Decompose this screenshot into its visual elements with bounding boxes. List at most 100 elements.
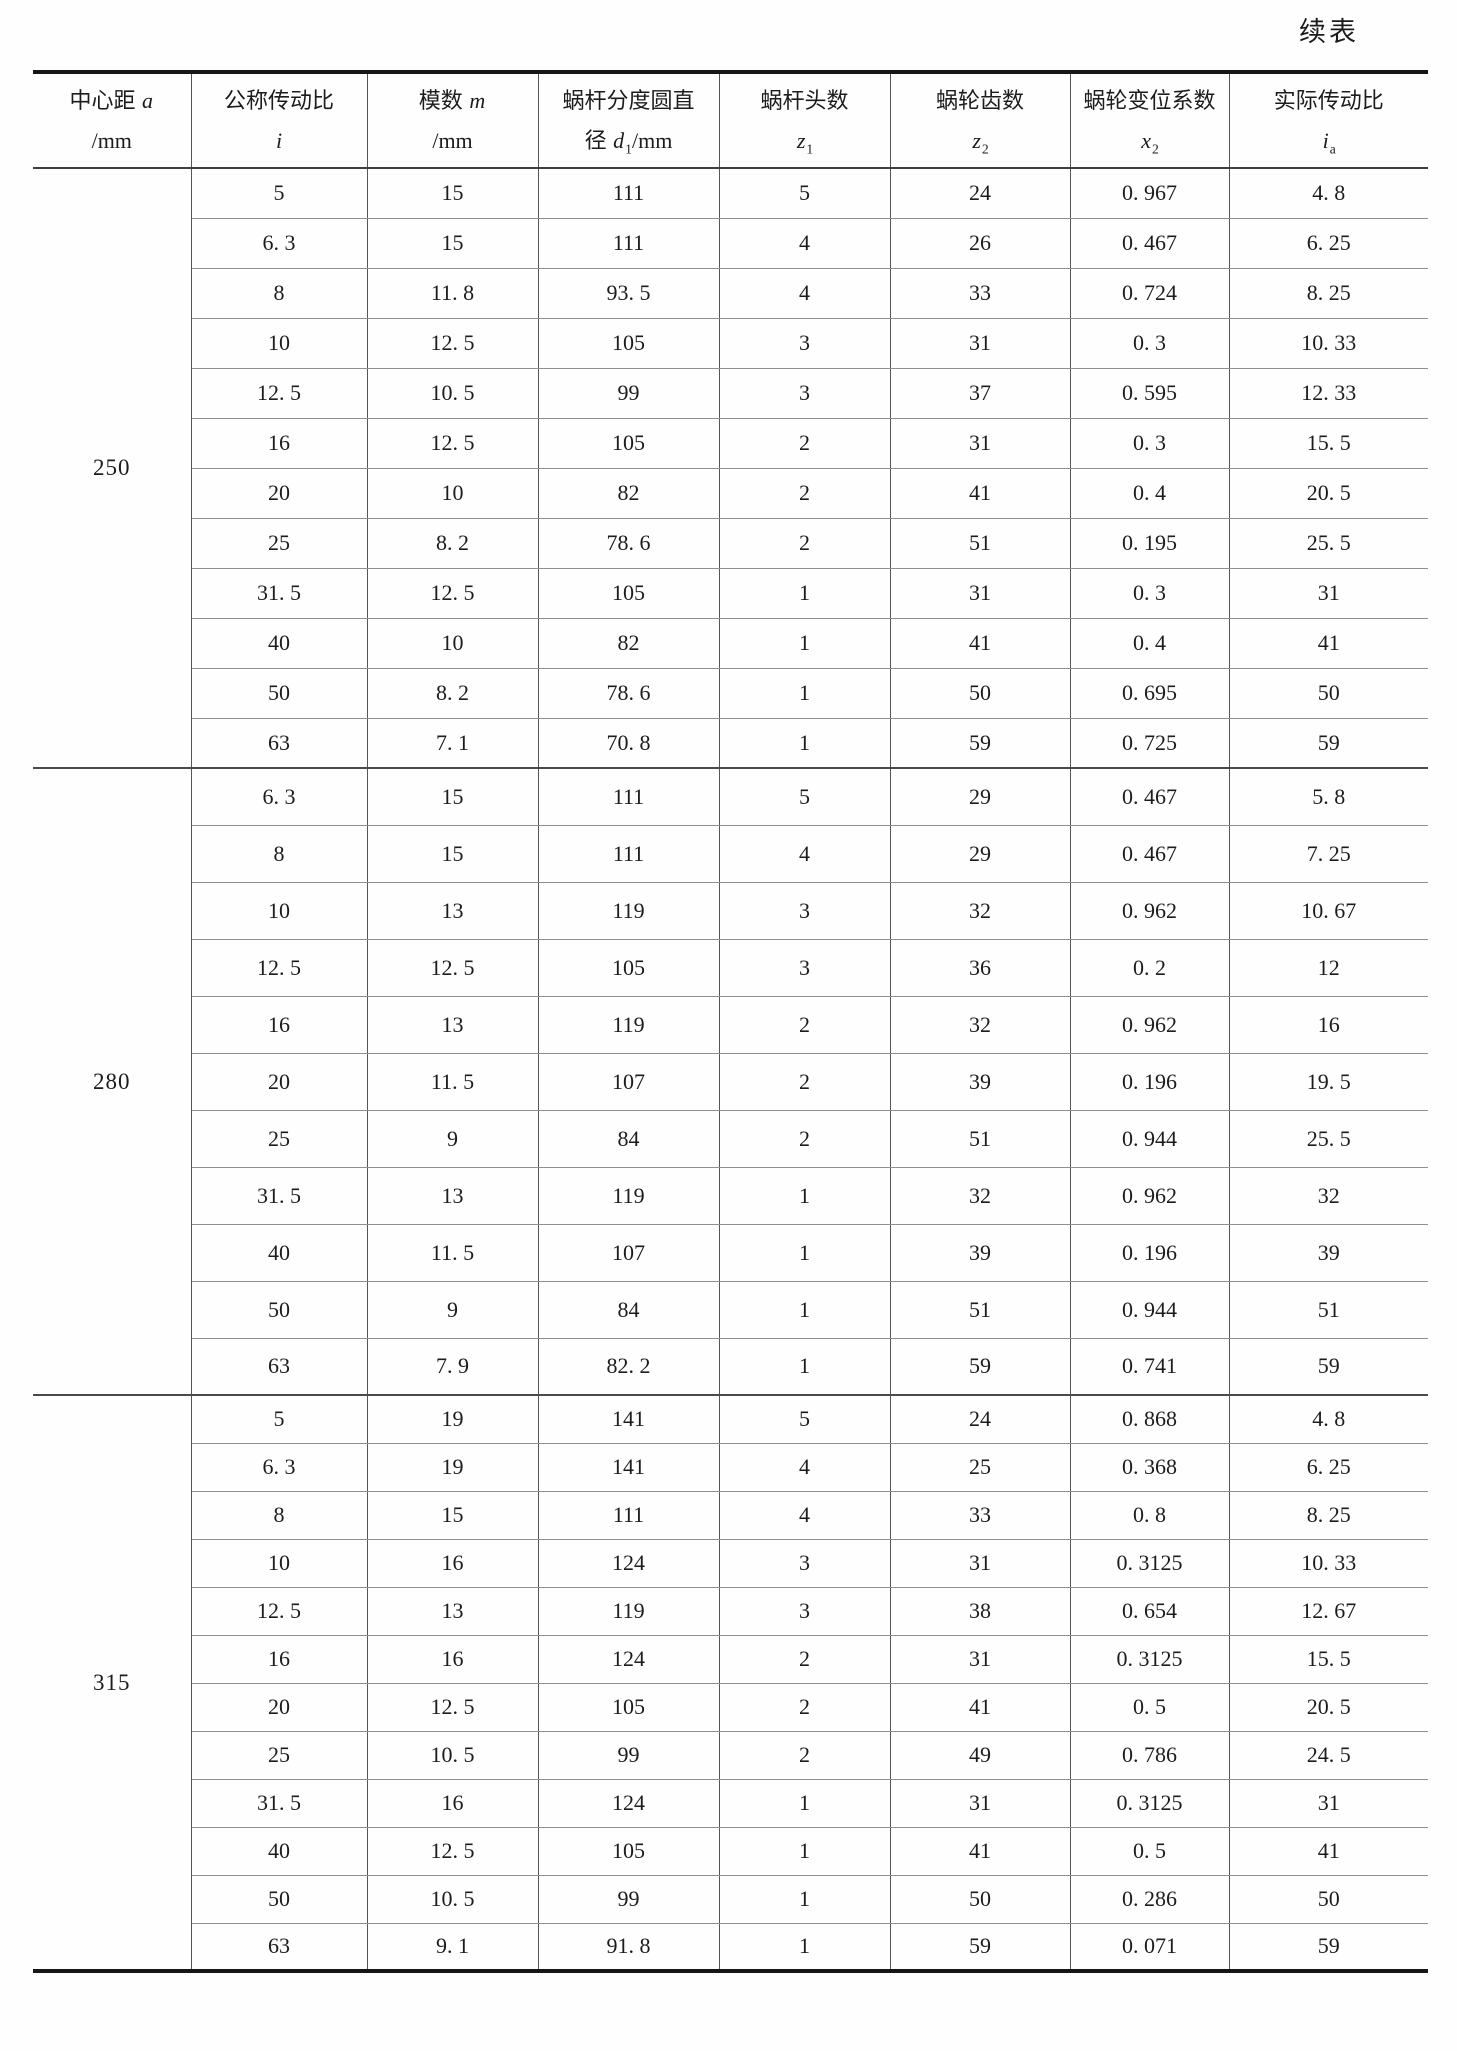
table-cell: 105 — [537, 317, 720, 369]
table-cell: 31 — [1228, 1778, 1428, 1828]
table-cell: 41 — [1228, 617, 1428, 669]
table-cell: 12. 5 — [366, 317, 539, 369]
table-cell: 99 — [537, 367, 720, 419]
table-cell: 29 — [889, 767, 1071, 826]
table-cell: 0. 3125 — [1069, 1538, 1230, 1588]
table-cell: 39 — [889, 1052, 1071, 1111]
header-line2: /mm — [368, 128, 538, 153]
subscript: 2 — [1151, 140, 1159, 156]
table-cell: 11. 5 — [366, 1223, 539, 1282]
table-cell: 105 — [537, 567, 720, 619]
variable-symbol: m — [469, 88, 486, 114]
table-row: 16 13 119 2 32 0. 962 16 — [33, 995, 1428, 1054]
table-cell: 0. 2 — [1069, 938, 1230, 997]
table-cell: 5 — [190, 167, 368, 219]
table-cell: 16 — [190, 1634, 368, 1684]
table-row: 50 8. 2 78. 6 1 50 0. 695 50 — [33, 667, 1428, 719]
table-cell: 12. 5 — [366, 417, 539, 469]
table-cell: 15 — [366, 824, 539, 883]
table-row: 12. 5 13 119 3 38 0. 654 12. 67 — [33, 1586, 1428, 1636]
table-row: 10 16 124 3 31 0. 3125 10. 33 — [33, 1538, 1428, 1588]
table-cell: 78. 6 — [537, 517, 720, 569]
center-distance-group-cell: 315 — [33, 1394, 192, 1972]
column-header-wheel-teeth: 蜗轮齿数 z2 — [889, 72, 1071, 169]
table-cell: 107 — [537, 1223, 720, 1282]
table-cell: 15 — [366, 767, 539, 826]
table-cell: 5 — [718, 1394, 891, 1444]
table-cell: 59 — [889, 1922, 1071, 1972]
table-cell: 0. 962 — [1069, 1166, 1230, 1225]
header-text: 蜗杆分度圆直 — [562, 88, 695, 114]
table-cell: 111 — [537, 767, 720, 826]
table-cell: 0. 3 — [1069, 317, 1230, 369]
table-cell: 16 — [366, 1634, 539, 1684]
subscript: a — [1329, 140, 1336, 156]
table-cell: 4 — [718, 824, 891, 883]
header-text: 实际传动比 — [1273, 88, 1384, 114]
table-cell: 0. 368 — [1069, 1442, 1230, 1492]
variable-symbol: z — [796, 127, 806, 153]
header-text: 蜗轮齿数 — [935, 88, 1024, 114]
table-cell: 24 — [889, 1394, 1071, 1444]
table-cell: 5 — [718, 167, 891, 219]
table-cell: 70. 8 — [537, 717, 720, 769]
table-cell: 1 — [718, 1337, 891, 1396]
table-cell: 1 — [718, 1280, 891, 1339]
table-cell: 51 — [889, 517, 1071, 569]
table-cell: 41 — [889, 1682, 1071, 1732]
table-row: 25 9 84 2 51 0. 944 25. 5 — [33, 1109, 1428, 1168]
table-cell: 15 — [366, 167, 539, 219]
header-text: 中心距 — [69, 88, 141, 114]
table-cell: 16 — [366, 1538, 539, 1588]
table-cell: 40 — [190, 1223, 368, 1282]
table-cell: 11. 8 — [366, 267, 539, 319]
table-cell: 0. 724 — [1069, 267, 1230, 319]
table-row: 25 10. 5 99 2 49 0. 786 24. 5 — [33, 1730, 1428, 1780]
table-row: 50 9 84 1 51 0. 944 51 — [33, 1280, 1428, 1339]
header-text: 模数 — [418, 88, 469, 114]
table-cell: 32 — [889, 881, 1071, 940]
table-row: 16 16 124 2 31 0. 3125 15. 5 — [33, 1634, 1428, 1684]
table-row: 8 15 111 4 29 0. 467 7. 25 — [33, 824, 1428, 883]
table-cell: 84 — [537, 1109, 720, 1168]
column-header-nominal-ratio: 公称传动比 i — [190, 72, 368, 169]
table-cell: 25. 5 — [1228, 1109, 1428, 1168]
variable-symbol: i — [1322, 127, 1329, 153]
table-cell: 6. 3 — [190, 217, 368, 269]
table-cell: 0. 786 — [1069, 1730, 1230, 1780]
table-cell: 82 — [537, 617, 720, 669]
table-cell: 1 — [718, 1223, 891, 1282]
table-cell: 141 — [537, 1442, 720, 1492]
table-cell: 124 — [537, 1538, 720, 1588]
table-row: 31. 5 13 119 1 32 0. 962 32 — [33, 1166, 1428, 1225]
table-cell: 0. 195 — [1069, 517, 1230, 569]
table-cell: 0. 741 — [1069, 1337, 1230, 1396]
column-header-actual-ratio: 实际传动比 ia — [1228, 72, 1429, 169]
table-cell: 10 — [190, 317, 368, 369]
table-cell: 25 — [190, 1730, 368, 1780]
header-text: 蜗杆头数 — [760, 88, 849, 114]
table-cell: 16 — [366, 1778, 539, 1828]
header-line1: 实际传动比 — [1230, 88, 1429, 113]
table-cell: 119 — [537, 1166, 720, 1225]
table-cell: 59 — [889, 1337, 1071, 1396]
table-cell: 0. 944 — [1069, 1109, 1230, 1168]
table-cell: 0. 196 — [1069, 1223, 1230, 1282]
table-cell: 25. 5 — [1228, 517, 1428, 569]
table-cell: 19. 5 — [1228, 1052, 1428, 1111]
header-line2: z1 — [720, 127, 890, 156]
table-cell: 4 — [718, 1490, 891, 1540]
table-row: 20 11. 5 107 2 39 0. 196 19. 5 — [33, 1052, 1428, 1111]
table-cell: 0. 3125 — [1069, 1778, 1230, 1828]
table-cell: 2 — [718, 1730, 891, 1780]
table-cell: 10. 67 — [1228, 881, 1428, 940]
table-cell: 15. 5 — [1228, 1634, 1428, 1684]
table-cell: 13 — [366, 1586, 539, 1636]
table-cell: 20 — [190, 467, 368, 519]
header-line1: 公称传动比 — [192, 88, 367, 113]
table-cell: 111 — [537, 217, 720, 269]
table-cell: 10 — [366, 467, 539, 519]
table-cell: 84 — [537, 1280, 720, 1339]
table-cell: 41 — [1228, 1826, 1428, 1876]
